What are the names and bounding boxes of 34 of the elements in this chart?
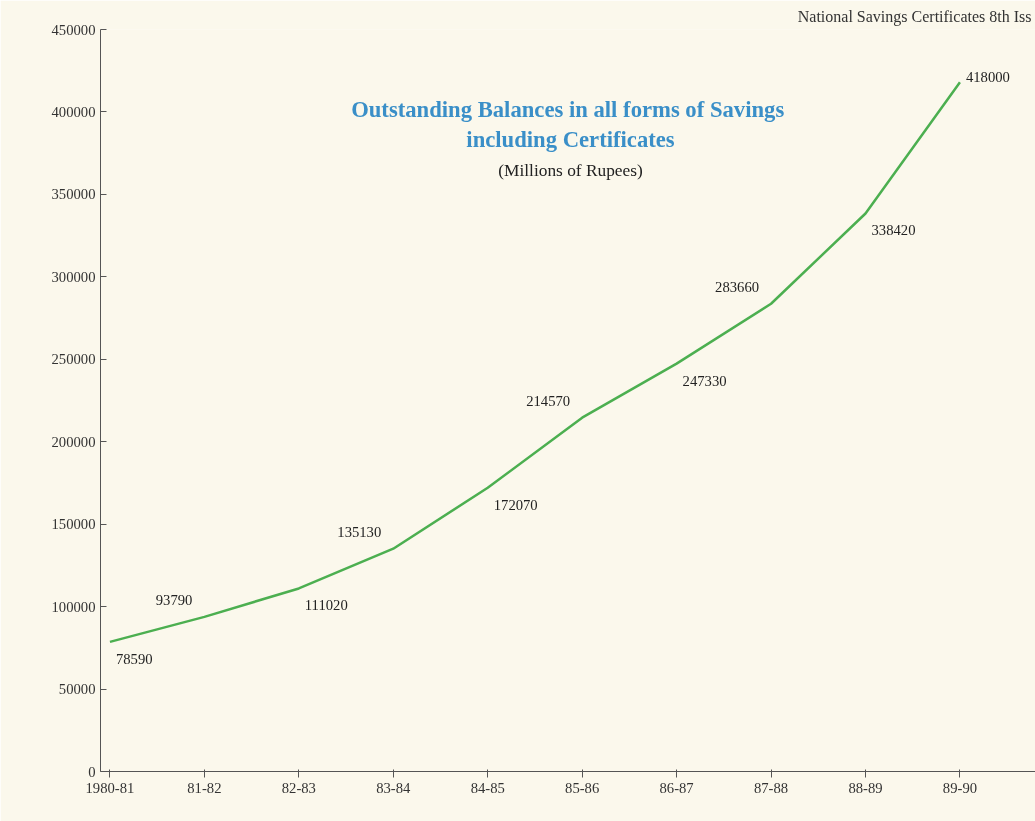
y-tick-label: 450000 — [51, 21, 96, 38]
text: Outstanding Balances in all forms of Savings including Certificates — [351, 96, 785, 152]
data-label: 172070 — [493, 496, 538, 513]
y-tick-label: 250000 — [51, 351, 96, 368]
y-tick-label: 300000 — [51, 268, 96, 285]
x-tick-label: 86-87 — [659, 779, 694, 796]
data-label: 78590 — [115, 650, 153, 667]
x-tick-label: 88-89 — [848, 779, 883, 796]
data-label: 93790 — [155, 591, 193, 608]
x-tick-label: 81-82 — [187, 779, 222, 796]
line-series — [108, 81, 962, 644]
y-tick-label: 150000 — [51, 516, 96, 533]
y-tick-label: 200000 — [51, 433, 96, 450]
data-label: 214570 — [526, 392, 571, 409]
y-tick-label: 350000 — [51, 186, 96, 203]
x-tick-label: 87-88 — [753, 779, 789, 796]
y-tick-label: 50000 — [58, 681, 96, 698]
x-tick-label: 85-86 — [565, 779, 600, 796]
data-label: 338420 — [871, 222, 916, 239]
x-tick-label: 1980-81 — [85, 779, 135, 796]
data-label: 247330 — [682, 372, 727, 389]
text: National Savings Certificates 8th Iss — [797, 7, 1032, 26]
text: (Millions of Rupees) — [498, 160, 643, 180]
x-tick-label: 82-83 — [281, 779, 316, 796]
y-tick-label: 0 — [88, 763, 96, 780]
x-tick-label: 84-85 — [470, 779, 505, 796]
x-tick-label: 89-90 — [942, 779, 978, 796]
data-label: 111020 — [304, 597, 348, 614]
x-tick-label: 83-84 — [376, 779, 412, 796]
y-tick-label: 400000 — [51, 103, 96, 120]
data-label: 135130 — [337, 523, 382, 540]
data-label: 283660 — [715, 278, 760, 295]
y-tick-label: 100000 — [51, 598, 96, 615]
data-label: 418000 — [965, 69, 1010, 86]
